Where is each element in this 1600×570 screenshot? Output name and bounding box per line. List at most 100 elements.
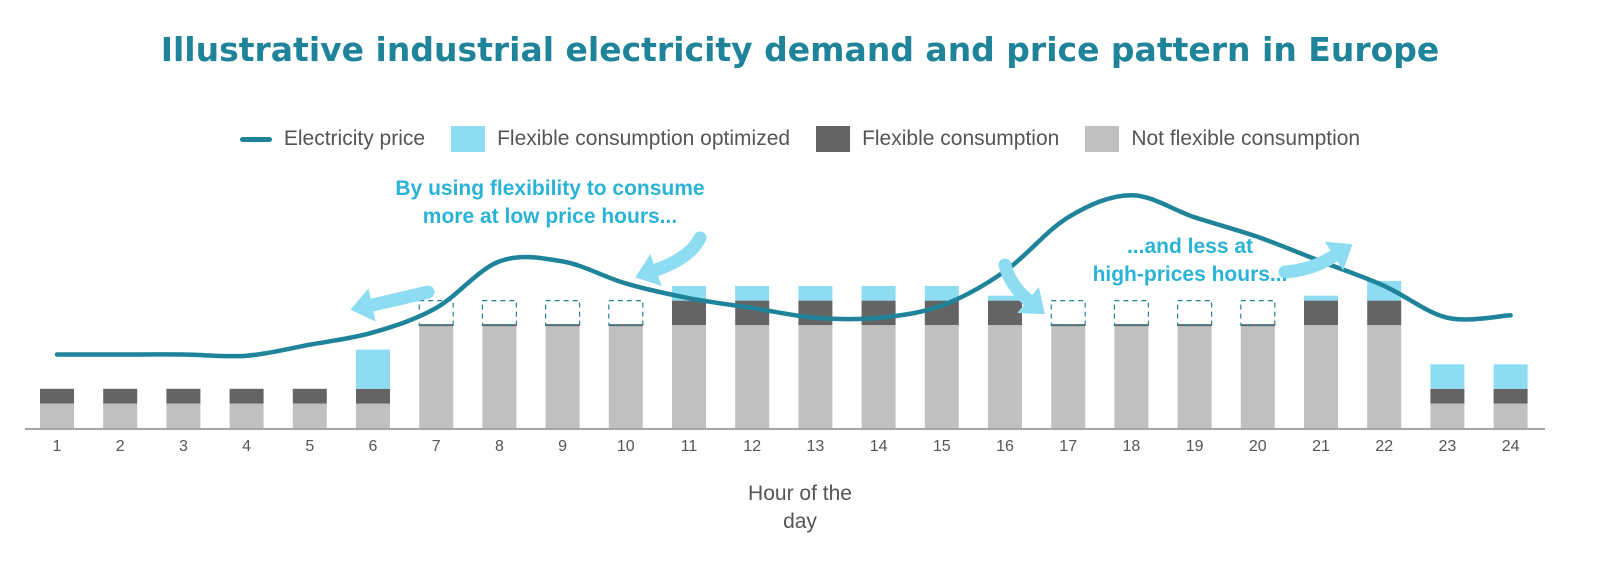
bar-optimized-15 — [924, 285, 959, 301]
legend: Electricity price Flexible consumption o… — [0, 126, 1600, 152]
annotation-high-line-2: high-prices hours... — [1092, 263, 1288, 286]
arrow-to-hour-11 — [649, 231, 707, 277]
arrow-from-hour-16 — [998, 258, 1035, 307]
bar-notflexible-5 — [292, 403, 327, 428]
x-axis-label: Hour of the day — [700, 480, 900, 536]
bar-dashed-box-7 — [418, 300, 454, 326]
x-tick-label-22: 22 — [1375, 438, 1393, 455]
x-tick-label-18: 18 — [1123, 438, 1141, 455]
bar-notflexible-1 — [40, 403, 74, 428]
bar-notflexible-17 — [1051, 325, 1086, 428]
bar-notflexible-14 — [861, 325, 896, 428]
bar-flexible-5 — [292, 388, 327, 404]
bar-optimized-12 — [735, 285, 770, 301]
x-tick-label-2: 2 — [116, 438, 125, 455]
x-tick-label-21: 21 — [1312, 438, 1330, 455]
bar-flexible-21 — [1304, 300, 1338, 326]
bar-notflexible-12 — [735, 325, 770, 428]
bar-optimized-21 — [1304, 295, 1338, 301]
price-line — [54, 193, 1513, 359]
arrow-to-hour-22-head — [1324, 241, 1353, 271]
bar-flexible-1 — [40, 388, 74, 404]
annotation-low-price: By using flexibility to consume more at … — [380, 175, 720, 231]
bar-notflexible-13 — [798, 325, 833, 428]
bar-dashed-box-10 — [608, 300, 644, 326]
bar-flexible-13 — [798, 300, 833, 326]
bar-notflexible-23 — [1430, 403, 1465, 428]
x-tick-label-11: 11 — [681, 438, 698, 455]
bar-notflexible-6 — [356, 403, 390, 428]
chart-title: Illustrative industrial electricity dema… — [160, 30, 1440, 69]
legend-label-notflexible: Not flexible consumption — [1131, 127, 1361, 150]
x-tick-label-15: 15 — [933, 438, 951, 455]
x-tick-label-16: 16 — [996, 438, 1014, 455]
x-axis-label-line-2: day — [783, 510, 817, 533]
arrow-from-hour-16-head — [1017, 286, 1045, 315]
x-tick-label-13: 13 — [807, 438, 825, 455]
bar-flexible-11 — [672, 300, 706, 326]
x-tick-label-7: 7 — [432, 438, 441, 455]
bar-notflexible-3 — [166, 403, 201, 428]
bar-dashed-box-19 — [1176, 300, 1213, 326]
legend-label-optimized: Flexible consumption optimized — [497, 127, 791, 150]
bar-notflexible-10 — [608, 325, 643, 428]
legend-item-price: Electricity price — [239, 127, 426, 151]
bar-flexible-14 — [861, 300, 896, 326]
x-tick-label-24: 24 — [1502, 438, 1520, 455]
x-tick-label-9: 9 — [558, 438, 567, 455]
legend-item-flexible: Flexible consumption — [816, 126, 1059, 152]
annotation-low-line-1: By using flexibility to consume — [395, 177, 705, 200]
bar-flexible-2 — [103, 388, 138, 404]
bar-flexible-23 — [1430, 388, 1465, 404]
bar-optimized-22 — [1367, 281, 1402, 301]
bar-notflexible-4 — [229, 403, 264, 428]
x-tick-label-8: 8 — [495, 438, 504, 455]
bar-notflexible-21 — [1304, 325, 1338, 428]
bar-optimized-6 — [356, 349, 390, 389]
annotation-high-price: ...and less at high-prices hours... — [1050, 233, 1330, 289]
annotation-high-line-1: ...and less at — [1126, 235, 1254, 258]
x-tick-label-19: 19 — [1186, 438, 1204, 455]
bar-notflexible-22 — [1367, 325, 1402, 428]
bar-optimized-14 — [861, 285, 896, 301]
bar-notflexible-8 — [482, 325, 517, 428]
x-axis-label-line-1: Hour of the — [748, 482, 852, 505]
bar-notflexible-15 — [924, 325, 959, 428]
legend-label-flexible: Flexible consumption — [862, 127, 1060, 150]
bar-flexible-16 — [988, 300, 1022, 326]
bar-flexible-24 — [1493, 388, 1528, 404]
x-tick-label-20: 20 — [1249, 438, 1267, 455]
bar-flexible-22 — [1367, 300, 1402, 326]
bar-dashed-box-17 — [1050, 300, 1086, 326]
bar-dashed-box-8 — [481, 300, 517, 326]
x-tick-label-1: 1 — [53, 438, 62, 455]
bar-notflexible-2 — [103, 403, 138, 428]
arrow-to-hour-11-head — [635, 253, 662, 287]
legend-label-price: Electricity price — [283, 127, 426, 150]
x-tick-label-17: 17 — [1059, 438, 1077, 455]
bar-notflexible-11 — [672, 325, 706, 428]
bar-notflexible-18 — [1114, 325, 1149, 428]
x-tick-label-12: 12 — [743, 438, 761, 455]
bar-notflexible-24 — [1493, 403, 1528, 428]
bar-notflexible-19 — [1177, 325, 1212, 428]
x-tick-label-3: 3 — [179, 438, 188, 455]
bar-optimized-16 — [988, 295, 1022, 301]
x-tick-label-4: 4 — [242, 438, 251, 455]
x-tick-label-6: 6 — [369, 438, 378, 455]
arrow-to-hour-6-head — [350, 288, 376, 322]
bar-optimized-13 — [798, 285, 833, 301]
legend-item-optimized: Flexible consumption optimized — [451, 126, 790, 152]
arrow-to-hour-22 — [1278, 249, 1341, 279]
legend-swatch-optimized — [451, 126, 486, 152]
x-tick-label-23: 23 — [1439, 438, 1457, 455]
legend-swatch-price — [239, 136, 272, 142]
legend-item-notflexible: Not flexible consumption — [1085, 126, 1360, 152]
x-tick-label-5: 5 — [305, 438, 314, 455]
x-tick-label-14: 14 — [870, 438, 888, 455]
annotation-low-line-2: more at low price hours... — [422, 205, 678, 228]
bar-flexible-6 — [356, 388, 390, 404]
arrow-to-hour-6 — [365, 285, 435, 312]
bar-optimized-24 — [1493, 364, 1528, 389]
